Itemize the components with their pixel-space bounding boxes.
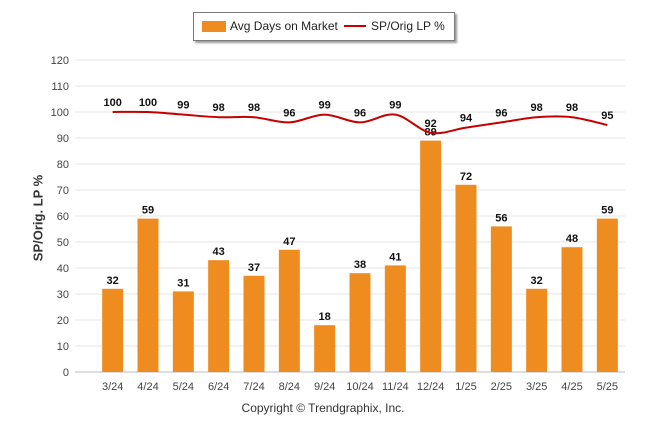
x-tick-label: 1/25 xyxy=(455,381,476,393)
bar xyxy=(172,291,194,372)
x-tick-label: 10/24 xyxy=(346,381,374,393)
y-tick-label: 80 xyxy=(57,159,69,171)
line-value-label: 95 xyxy=(601,110,613,122)
bar xyxy=(102,288,124,372)
y-tick-label: 100 xyxy=(51,107,69,119)
line-value-label: 98 xyxy=(213,102,225,114)
y-tick-label: 110 xyxy=(51,81,69,93)
x-tick-label: 3/25 xyxy=(526,381,547,393)
bar xyxy=(596,218,618,372)
line-series xyxy=(112,110,608,135)
bar xyxy=(137,218,159,372)
y-tick-label: 10 xyxy=(57,341,69,353)
bar-value-label: 47 xyxy=(283,236,295,248)
bar-value-label: 72 xyxy=(460,171,472,183)
legend-line-label: SP/Orig LP % xyxy=(371,19,445,33)
bar xyxy=(490,226,512,372)
legend-item-line: SP/Orig LP % xyxy=(344,19,445,33)
bar xyxy=(278,249,300,372)
y-tick-label: 120 xyxy=(51,55,69,67)
bar xyxy=(208,260,230,372)
bar-value-label: 48 xyxy=(566,233,578,245)
line-value-label: 96 xyxy=(283,107,295,119)
line-path xyxy=(112,110,608,135)
bar xyxy=(314,325,336,372)
y-tick-label: 40 xyxy=(57,263,69,275)
line-value-label: 99 xyxy=(319,100,331,112)
line-value-label: 98 xyxy=(248,102,260,114)
legend: Avg Days on Market SP/Orig LP % xyxy=(193,12,455,41)
bar-value-label: 37 xyxy=(248,262,260,274)
x-tick-label: 5/24 xyxy=(173,381,194,393)
x-axis-ticks: 3/24 4/24 5/24 6/24 7/24 8/24 9/24 10/24 11/24 12… xyxy=(102,381,618,393)
y-axis-ticks: 0 10 20 30 40 50 60 70 80 90 100 110 120 xyxy=(51,55,69,379)
x-tick-label: 2/25 xyxy=(491,381,512,393)
y-tick-label: 50 xyxy=(57,237,69,249)
y-tick-label: 30 xyxy=(57,289,69,301)
line-value-label: 92 xyxy=(425,118,437,130)
legend-item-bar: Avg Days on Market xyxy=(202,19,338,33)
y-tick-label: 60 xyxy=(57,211,69,223)
y-tick-label: 0 xyxy=(63,367,69,379)
legend-line-swatch xyxy=(344,25,366,27)
gridlines xyxy=(75,59,625,373)
x-tick-label: 7/24 xyxy=(243,381,264,393)
x-tick-label: 12/24 xyxy=(417,381,445,393)
line-value-label: 94 xyxy=(460,113,473,125)
x-tick-label: 9/24 xyxy=(314,381,335,393)
line-value-label: 98 xyxy=(531,102,543,114)
x-tick-label: 6/24 xyxy=(208,381,229,393)
x-tick-label: 4/25 xyxy=(561,381,582,393)
bar-value-label: 38 xyxy=(354,259,366,271)
x-tick-label: 11/24 xyxy=(382,381,409,393)
bar-value-label: 32 xyxy=(107,275,119,287)
line-value-label: 99 xyxy=(389,100,401,112)
legend-bar-label: Avg Days on Market xyxy=(230,19,338,33)
bar xyxy=(526,288,548,372)
line-value-label: 98 xyxy=(566,102,578,114)
bar xyxy=(561,247,583,372)
line-data-labels: 100 100 99 98 98 96 99 96 99 92 94 96 98 98 95 xyxy=(103,97,613,130)
bar xyxy=(349,273,371,372)
line-value-label: 100 xyxy=(139,97,157,109)
line-value-label: 96 xyxy=(495,107,507,119)
line-value-label: 99 xyxy=(177,100,189,112)
bar xyxy=(455,184,477,372)
line-value-label: 100 xyxy=(103,97,121,109)
x-tick-label: 3/24 xyxy=(102,381,123,393)
legend-bar-swatch xyxy=(202,20,226,32)
x-tick-label: 8/24 xyxy=(279,381,300,393)
line-value-label: 96 xyxy=(354,107,366,119)
bar xyxy=(384,265,406,372)
y-tick-label: 90 xyxy=(57,133,69,145)
x-tick-label: 5/25 xyxy=(597,381,618,393)
bar-value-label: 41 xyxy=(389,251,401,263)
bar-value-label: 56 xyxy=(495,212,507,224)
y-axis-title: SP/Orig. LP % xyxy=(30,174,46,262)
x-tick-label: 4/24 xyxy=(137,381,158,393)
bar-value-label: 59 xyxy=(142,205,154,217)
y-tick-label: 20 xyxy=(57,315,69,327)
bar-value-label: 59 xyxy=(601,205,613,217)
bar-value-label: 43 xyxy=(213,246,225,258)
y-tick-label: 70 xyxy=(57,185,69,197)
copyright-text: Copyright © Trendgraphix, Inc. xyxy=(241,401,405,415)
bar xyxy=(243,275,265,372)
bar-value-label: 32 xyxy=(531,275,543,287)
bar xyxy=(420,140,442,372)
bar-value-label: 18 xyxy=(319,311,331,323)
bar-series xyxy=(102,140,618,372)
bar-value-label: 31 xyxy=(177,277,189,289)
